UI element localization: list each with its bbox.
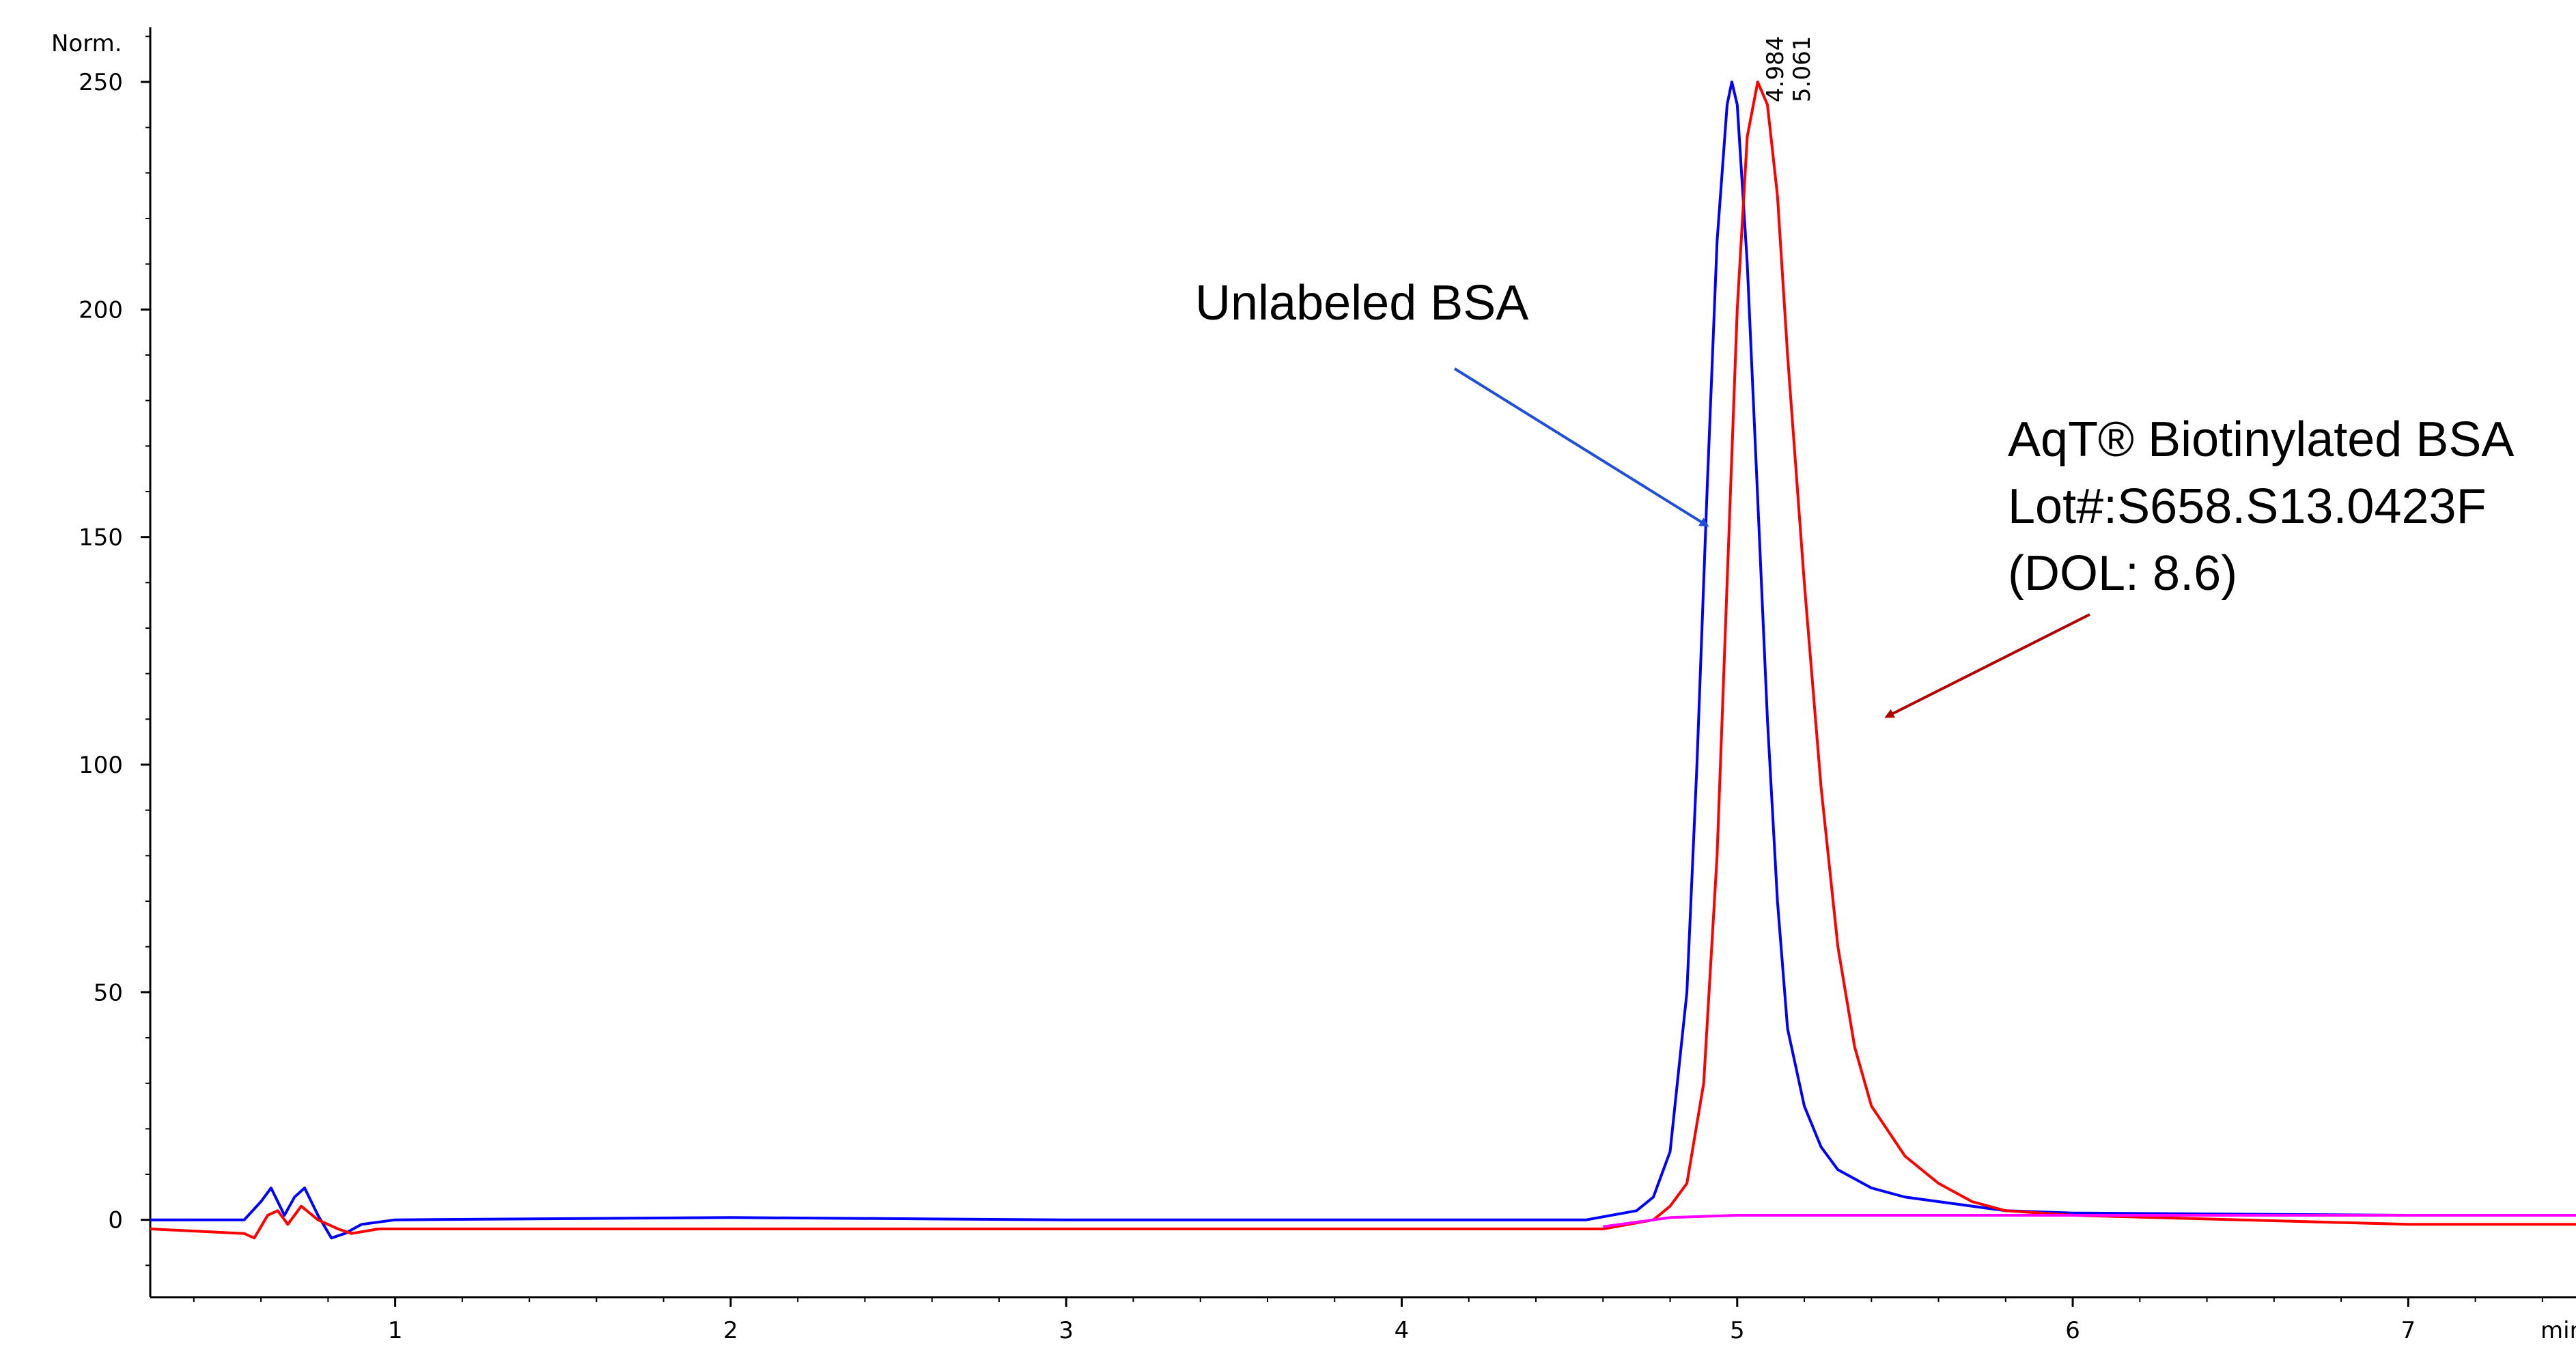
annotation-unlabeled-bsa: Unlabeled BSA [1195, 276, 1529, 330]
x-tick-label: 2 [723, 1317, 738, 1344]
annotation-arrow-blue [1453, 367, 1709, 527]
series-group [150, 81, 2576, 1240]
series-line-2 [1603, 1214, 2576, 1228]
series-line-1 [150, 81, 2576, 1240]
y-tick-label: 0 [108, 1207, 123, 1234]
x-tick-label: 5 [1730, 1317, 1745, 1344]
x-tick-label: 7 [2401, 1317, 2416, 1344]
annotation-biotin-line1: AqT® Biotinylated BSA [2008, 412, 2515, 467]
peak-labels: 4.984 5.061 [1762, 36, 1816, 102]
y-ticks: 0 50 100 150 200 250 [79, 36, 150, 1266]
y-tick-label: 150 [79, 524, 123, 552]
x-tick-label: 4 [1395, 1317, 1410, 1344]
peak-label-blue: 4.984 [1762, 36, 1789, 102]
x-ticks: 1 2 3 4 5 6 7 [193, 1297, 2543, 1344]
series-line-0 [150, 81, 2576, 1240]
y-tick-label: 100 [79, 752, 123, 779]
x-tick-label: 1 [388, 1317, 403, 1344]
axes: 0 50 100 150 200 250 1 2 3 4 5 6 7 Norm. min [51, 27, 2576, 1344]
y-unit-label: Norm. [51, 30, 122, 57]
x-tick-label: 6 [2065, 1317, 2080, 1344]
annotation-biotin-line2: Lot#:S658.S13.0423F [2008, 479, 2487, 534]
annotation-biotin-line3: (DOL: 8.6) [2008, 546, 2238, 601]
x-unit-label: min [2540, 1317, 2576, 1344]
annotation-arrow-red [1884, 613, 2090, 718]
y-tick-label: 50 [94, 979, 123, 1006]
x-tick-label: 3 [1059, 1317, 1074, 1344]
peak-label-red: 5.061 [1789, 36, 1816, 102]
y-tick-label: 250 [79, 69, 123, 96]
y-tick-label: 200 [79, 296, 123, 324]
